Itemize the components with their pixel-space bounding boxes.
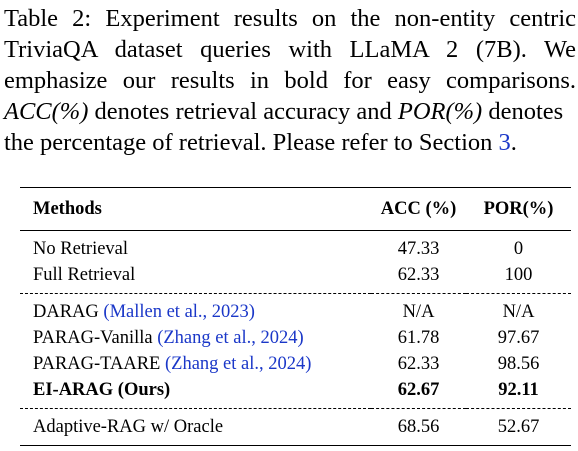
section-ref-link[interactable]: 3 <box>498 129 511 156</box>
method-cell: Full Retrieval <box>33 264 136 285</box>
table-row-ours: EI-ARAG (Ours) 62.67 92.11 <box>20 377 571 409</box>
table-row: No Retrieval 47.33 0 <box>20 230 571 262</box>
table-row: PARAG-TAARE (Zhang et al., 2024) 62.33 9… <box>20 351 571 377</box>
caption-text: . <box>510 129 517 156</box>
method-cell: PARAG-Vanilla (Zhang et al., 2024) <box>20 325 371 351</box>
acc-cell: 62.33 <box>397 353 440 374</box>
method-cell: No Retrieval <box>20 230 371 262</box>
header-methods: Methods <box>20 187 371 231</box>
caption-line: TriviaQA dataset queries with LLaMA 2 (7… <box>4 36 576 63</box>
table-row: Adaptive-RAG w/ Oracle 68.56 52.67 <box>20 408 571 446</box>
caption-text: the percentage of retrieval. Please refe… <box>4 129 499 156</box>
acc-cell: 47.33 <box>371 230 466 262</box>
acc-cell: N/A <box>371 293 466 325</box>
table-caption: Table 2: Experiment results on the non-e… <box>4 3 576 158</box>
caption-line: emphasize our results in bold for easy c… <box>4 67 576 94</box>
method-cell: Adaptive-RAG w/ Oracle <box>20 408 371 446</box>
method-name: PARAG-TAARE <box>33 353 165 374</box>
por-cell: N/A <box>466 293 571 325</box>
por-cell: 100 <box>504 264 533 285</box>
method-name: PARAG-Vanilla <box>33 327 158 348</box>
citation-link[interactable]: (Zhang et al., 2024) <box>157 327 304 348</box>
por-cell: 92.11 <box>498 379 539 400</box>
caption-text: denotes retrieval accuracy and <box>88 98 398 125</box>
table-row: PARAG-Vanilla (Zhang et al., 2024) 61.78… <box>20 325 571 351</box>
por-cell: 98.56 <box>497 353 540 374</box>
acc-cell: 68.56 <box>371 408 466 446</box>
caption-text: denotes <box>482 98 564 125</box>
por-term: POR(%) <box>397 98 483 125</box>
acc-cell: 62.33 <box>397 264 440 285</box>
results-table: Methods ACC (%) POR(%) No Retrieval 47.3… <box>20 187 571 446</box>
method-cell: EI-ARAG (Ours) <box>33 379 171 400</box>
por-cell: 52.67 <box>466 408 571 446</box>
por-cell: 0 <box>466 230 571 262</box>
citation-link[interactable]: (Mallen et al., 2023) <box>103 301 255 322</box>
method-cell: PARAG-TAARE (Zhang et al., 2024) <box>20 351 371 377</box>
table-row: DARAG (Mallen et al., 2023) N/A N/A <box>20 293 571 325</box>
acc-term: ACC(%) <box>4 98 89 125</box>
citation-link[interactable]: (Zhang et al., 2024) <box>164 353 312 374</box>
acc-cell: 62.67 <box>397 379 440 400</box>
table-row: Full Retrieval 62.33 100 <box>20 262 571 294</box>
header-por: POR(%) <box>466 187 571 231</box>
table-header-row: Methods ACC (%) POR(%) <box>20 187 571 231</box>
acc-cell: 61.78 <box>397 327 440 348</box>
method-cell: DARAG (Mallen et al., 2023) <box>20 293 371 325</box>
caption-line: ACC(%) denotes retrieval accuracy and PO… <box>4 96 576 127</box>
method-name: DARAG <box>33 301 104 322</box>
caption-line: Table 2: Experiment results on the non-e… <box>4 5 576 32</box>
header-acc: ACC (%) <box>371 187 466 231</box>
caption-line: the percentage of retrieval. Please refe… <box>4 127 576 158</box>
por-cell: 97.67 <box>497 327 540 348</box>
